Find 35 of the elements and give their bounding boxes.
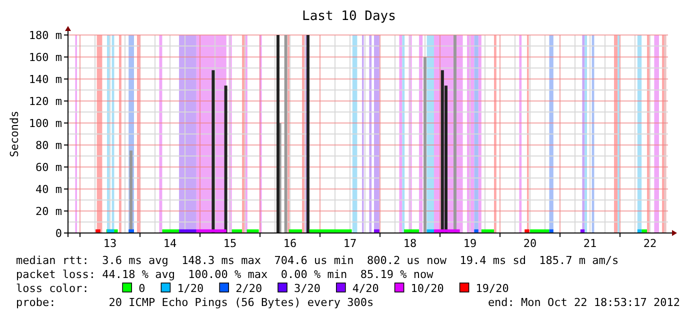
legend-label: 1/20 <box>177 282 204 295</box>
x-tick-label: 19 <box>463 237 477 250</box>
y-tick-label: 0 <box>55 227 62 240</box>
y-tick-label: 20 m <box>36 205 62 218</box>
y-tick-label: 80 m <box>36 139 62 152</box>
x-tick-label: 17 <box>343 237 357 250</box>
legend-label: 2/20 <box>236 282 262 295</box>
x-tick-label: 13 <box>103 237 117 250</box>
x-tick-label: 18 <box>403 237 417 250</box>
legend-title: loss color: <box>16 282 89 295</box>
y-tick-label: 60 m <box>36 161 62 174</box>
x-tick-label: 21 <box>583 237 597 250</box>
y-tick-label: 40 m <box>36 183 62 196</box>
text: median rtt: 3.6 ms avg 148.3 ms max 704.6 us min 800.2 us now 19.4 ms sd 185.7 m am/s <box>16 254 619 267</box>
text: end: Mon Oct 22 18:53:17 2012 <box>488 296 680 309</box>
legend-label: 19/20 <box>476 282 509 295</box>
x-tick-label: 14 <box>163 237 177 250</box>
y-tick-label: 180 m <box>28 29 62 42</box>
bar <box>276 35 280 233</box>
x-tick-label: 16 <box>283 237 297 250</box>
x-tick-label: 20 <box>523 237 537 250</box>
y-tick-label: 140 m <box>28 73 62 86</box>
chart-title: Last 10 Days <box>302 9 396 24</box>
legend-label: 4/20 <box>352 282 379 295</box>
text: packet loss: 44.18 % avg 100.00 % max 0.00 % min 85.19 % now <box>16 268 434 281</box>
legend-label: 10/20 <box>410 282 444 295</box>
text: probe: 20 ICMP Echo Pings (56 Bytes) every 300s <box>16 296 374 309</box>
y-tick-label: 160 m <box>28 51 62 64</box>
y-axis-title: Seconds <box>8 110 21 158</box>
legend-label: 3/20 <box>294 282 320 295</box>
x-tick-label: 22 <box>643 237 657 250</box>
y-tick-label: 120 m <box>28 95 62 108</box>
legend-label: 0 <box>138 282 146 295</box>
y-tick-label: 100 m <box>28 117 62 130</box>
x-tick-label: 15 <box>223 237 237 250</box>
